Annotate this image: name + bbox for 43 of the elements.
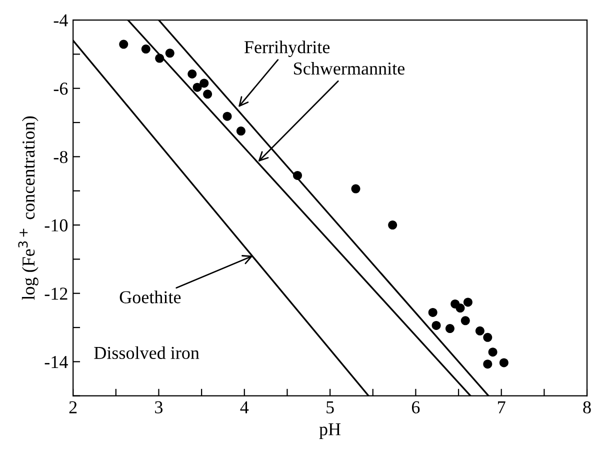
- x-tick-label: 3: [155, 401, 163, 414]
- point: [188, 70, 197, 79]
- x-tick-label: 6: [412, 401, 420, 414]
- x-tick-label: 8: [583, 401, 591, 414]
- annotation: Schwermannite: [294, 62, 405, 75]
- x-axis-title: pH: [319, 423, 341, 440]
- annotation: Goethite: [120, 290, 181, 304]
- point: [155, 54, 164, 63]
- point: [293, 170, 302, 180]
- x-tick-label: 7: [498, 401, 506, 414]
- point: [463, 298, 472, 307]
- annotation: Dissolved iron: [94, 346, 200, 360]
- point: [428, 308, 438, 317]
- point: [200, 78, 209, 88]
- point: [222, 112, 232, 121]
- point: [119, 40, 128, 49]
- annotation: Ferrihydrite: [244, 40, 330, 58]
- point: [483, 332, 492, 342]
- y-tick-label: -12: [44, 288, 68, 300]
- point: [432, 320, 441, 330]
- point: [488, 348, 498, 357]
- y-axis-title: log (Fe$^{3+}$ concentration): [18, 116, 38, 300]
- point: [460, 316, 470, 326]
- y-tick-label: -10: [44, 219, 68, 232]
- x-tick-label: 4: [240, 401, 249, 414]
- point: [445, 324, 454, 334]
- point: [456, 304, 465, 313]
- point: [475, 326, 484, 336]
- y-tick-label: -4: [54, 14, 68, 26]
- point: [499, 358, 508, 368]
- y-tick-label: -8: [54, 150, 68, 164]
- y-tick-label: -6: [54, 82, 68, 95]
- y-tick-label: -14: [44, 356, 68, 368]
- point: [483, 360, 492, 369]
- x-tick-label: 5: [326, 401, 334, 414]
- point: [203, 90, 212, 99]
- point: [141, 44, 150, 54]
- point: [388, 220, 398, 230]
- point: [165, 48, 174, 58]
- x-tick-label: 2: [69, 401, 77, 414]
- point: [192, 82, 202, 92]
- point: [236, 126, 246, 136]
- point: [351, 184, 360, 194]
